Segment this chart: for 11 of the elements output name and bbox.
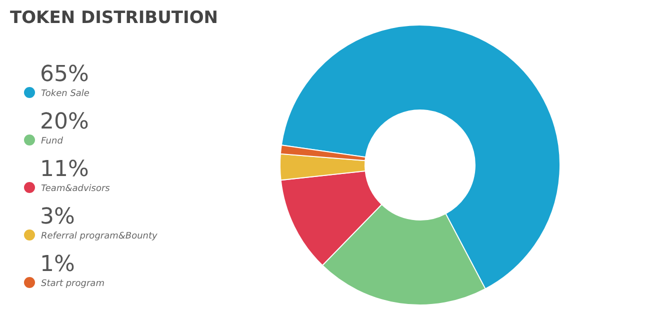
data-label: 20% bbox=[40, 110, 89, 134]
data-label: 65% bbox=[40, 62, 89, 87]
legend-label: Start program bbox=[41, 279, 105, 289]
legend-label: Team&advisors bbox=[41, 184, 110, 194]
data-label: 1% bbox=[40, 252, 75, 277]
legend-label: Referral program&Bounty bbox=[41, 232, 158, 242]
data-label: 3% bbox=[40, 204, 75, 230]
legend-label: Fund bbox=[41, 136, 64, 146]
data-label: 11% bbox=[40, 157, 89, 182]
legend-label: Token Sale bbox=[41, 89, 90, 99]
chart-title: TOKEN DISTRIBUTION bbox=[10, 8, 218, 28]
